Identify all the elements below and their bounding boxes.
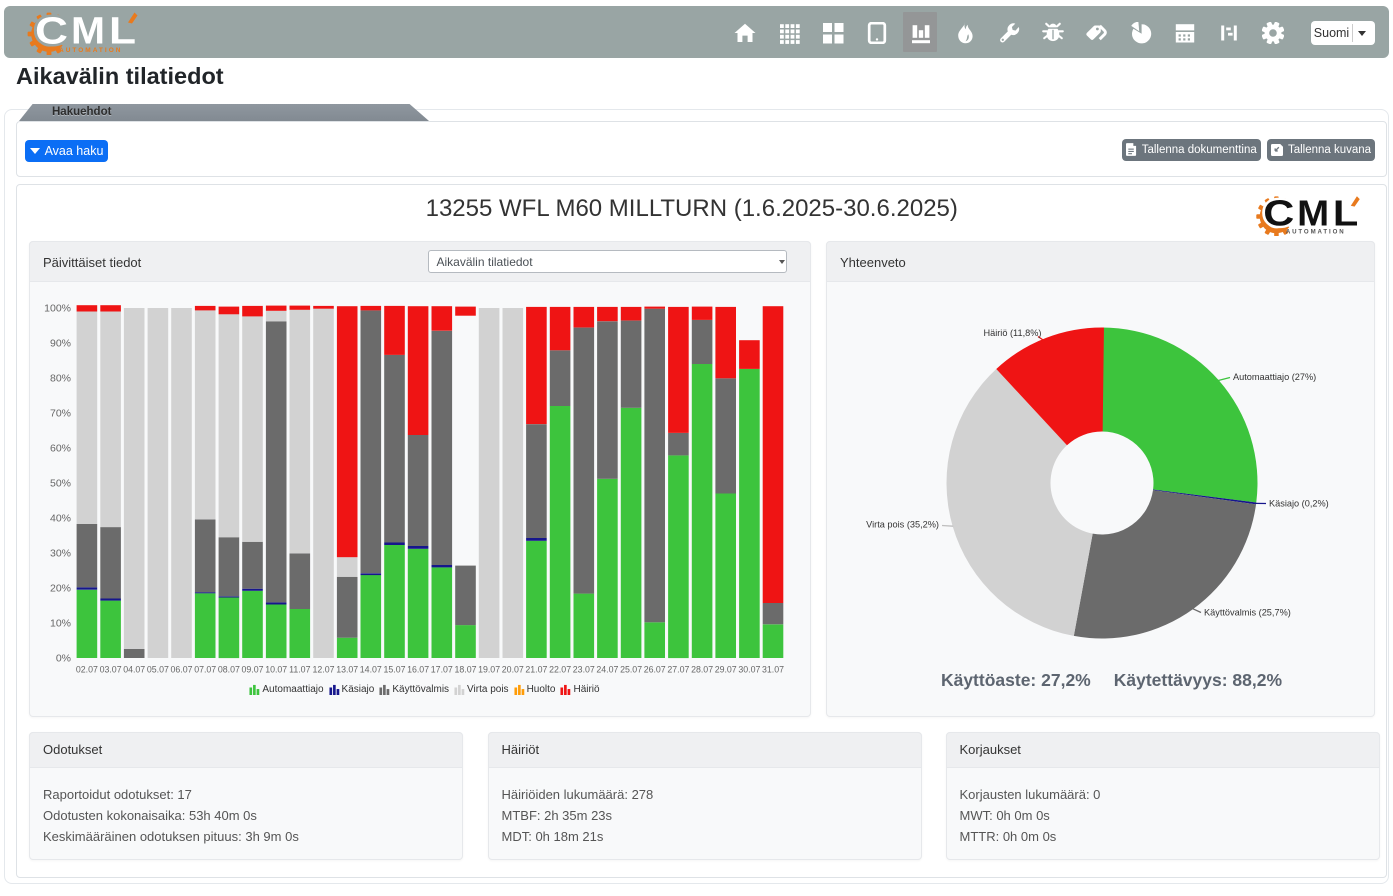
svg-text:10%: 10% bbox=[50, 618, 71, 630]
svg-text:M: M bbox=[71, 11, 105, 53]
svg-text:Käsiajo (0,2%): Käsiajo (0,2%) bbox=[1269, 499, 1329, 509]
svg-text:21.07: 21.07 bbox=[525, 665, 547, 675]
svg-text:30%: 30% bbox=[50, 548, 71, 560]
svg-text:80%: 80% bbox=[50, 373, 71, 385]
svg-text:03.07: 03.07 bbox=[100, 665, 122, 675]
svg-text:26.07: 26.07 bbox=[644, 665, 666, 675]
svg-text:02.07: 02.07 bbox=[76, 665, 98, 675]
svg-text:M: M bbox=[1297, 193, 1329, 233]
svg-text:10.07: 10.07 bbox=[265, 665, 287, 675]
svg-text:50%: 50% bbox=[50, 478, 71, 490]
svg-text:AUTOMATION: AUTOMATION bbox=[59, 47, 122, 54]
svg-text:Automaattiajo (27%): Automaattiajo (27%) bbox=[1233, 372, 1316, 382]
svg-text:17.07: 17.07 bbox=[431, 665, 453, 675]
svg-text:29.07: 29.07 bbox=[715, 665, 737, 675]
svg-text:90%: 90% bbox=[50, 338, 71, 350]
svg-text:30.07: 30.07 bbox=[738, 665, 760, 675]
svg-text:14.07: 14.07 bbox=[360, 665, 382, 675]
svg-text:31.07: 31.07 bbox=[762, 665, 784, 675]
svg-text:18.07: 18.07 bbox=[454, 665, 476, 675]
svg-text:Häiriö (11,8%): Häiriö (11,8%) bbox=[983, 328, 1041, 338]
svg-text:Käyttövalmis (25,7%): Käyttövalmis (25,7%) bbox=[1204, 608, 1291, 618]
svg-text:05.07: 05.07 bbox=[147, 665, 169, 675]
svg-text:16.07: 16.07 bbox=[407, 665, 429, 675]
svg-text:40%: 40% bbox=[50, 513, 71, 525]
svg-text:27.07: 27.07 bbox=[667, 665, 689, 675]
svg-text:24.07: 24.07 bbox=[596, 665, 618, 675]
svg-text:60%: 60% bbox=[50, 443, 71, 455]
svg-text:20%: 20% bbox=[50, 583, 71, 595]
svg-text:09.07: 09.07 bbox=[241, 665, 263, 675]
svg-text:28.07: 28.07 bbox=[691, 665, 713, 675]
svg-text:25.07: 25.07 bbox=[620, 665, 642, 675]
svg-text:23.07: 23.07 bbox=[573, 665, 595, 675]
svg-text:C: C bbox=[35, 11, 68, 53]
svg-text:22.07: 22.07 bbox=[549, 665, 571, 675]
svg-text:04.07: 04.07 bbox=[123, 665, 145, 675]
svg-text:08.07: 08.07 bbox=[218, 665, 240, 675]
svg-text:19.07: 19.07 bbox=[478, 665, 500, 675]
svg-text:C: C bbox=[1263, 193, 1294, 233]
svg-text:12.07: 12.07 bbox=[312, 665, 334, 675]
svg-text:0%: 0% bbox=[56, 653, 71, 665]
svg-text:13.07: 13.07 bbox=[336, 665, 358, 675]
svg-text:20.07: 20.07 bbox=[502, 665, 524, 675]
svg-text:07.07: 07.07 bbox=[194, 665, 216, 675]
svg-text:06.07: 06.07 bbox=[170, 665, 192, 675]
svg-text:70%: 70% bbox=[50, 408, 71, 420]
svg-text:L: L bbox=[1333, 193, 1358, 233]
svg-text:15.07: 15.07 bbox=[383, 665, 405, 675]
svg-text:AUTOMATION: AUTOMATION bbox=[1286, 228, 1346, 235]
svg-text:100%: 100% bbox=[44, 303, 71, 315]
svg-text:Virta pois (35,2%): Virta pois (35,2%) bbox=[866, 520, 939, 530]
svg-text:11.07: 11.07 bbox=[289, 665, 310, 675]
